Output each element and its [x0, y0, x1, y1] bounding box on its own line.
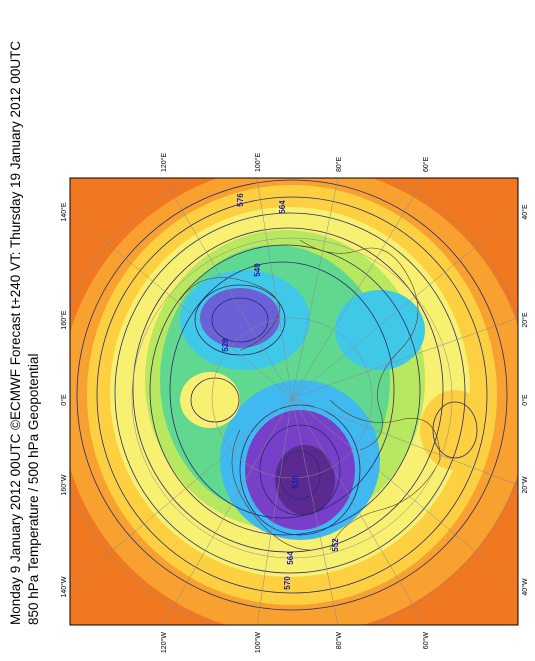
longitude-label: 60°W — [422, 632, 430, 650]
contour-label: 576 — [236, 193, 245, 207]
longitude-label: 0°E — [521, 394, 529, 406]
longitude-label: 80°E — [335, 156, 343, 172]
longitude-label: 40°E — [521, 204, 529, 220]
longitude-label: 40°W — [521, 578, 529, 596]
coastlines — [179, 239, 441, 551]
subtitle: 850 hPa Temperature / 500 hPa Geopotenti… — [26, 354, 41, 625]
warm-pocket — [180, 372, 240, 428]
very-cold-area — [200, 288, 280, 348]
map-frame — [69, 177, 519, 626]
longitude-label: 60°E — [422, 156, 430, 172]
cold-area — [335, 290, 425, 370]
longitude-label: 140°E — [60, 202, 68, 221]
longitude-label: 20°E — [521, 312, 529, 328]
longitude-label: 120°W — [160, 632, 168, 653]
contour-label: 516 — [291, 475, 300, 489]
map-field: 576 564 540 528 516 552 564 570 — [70, 178, 518, 625]
longitude-label: 160°E — [60, 310, 68, 329]
contour-label: 540 — [253, 263, 262, 277]
contour-label: 552 — [331, 538, 340, 552]
longitude-labels: 120°E 100°E 80°E 60°E 120°W 100°W 80°W 60°W 140°… — [60, 153, 529, 654]
contour-label: 570 — [283, 576, 292, 590]
longitude-label: 100°W — [254, 632, 262, 653]
longitude-label: 120°E — [160, 153, 168, 172]
contour-label: 564 — [286, 551, 295, 565]
longitude-label: 100°E — [254, 153, 262, 172]
title: Monday 9 January 2012 00UTC ©ECMWF Forec… — [8, 41, 23, 625]
graticule — [70, 178, 518, 625]
longitude-label: 160°W — [60, 474, 68, 495]
contour-label: 564 — [278, 200, 287, 214]
contour-label: 528 — [221, 338, 230, 352]
longitude-label: 140°W — [60, 576, 68, 597]
longitude-label: 0°E — [60, 394, 68, 406]
coldest-area — [275, 445, 335, 515]
longitude-label: 80°W — [335, 632, 343, 650]
warm-pocket — [420, 390, 490, 470]
titles: Monday 9 January 2012 00UTC ©ECMWF Forec… — [8, 41, 41, 625]
geopotential-contours — [76, 179, 508, 611]
contour-labels: 576 564 540 528 516 552 564 570 — [221, 193, 340, 590]
longitude-label: 20°W — [521, 476, 529, 494]
